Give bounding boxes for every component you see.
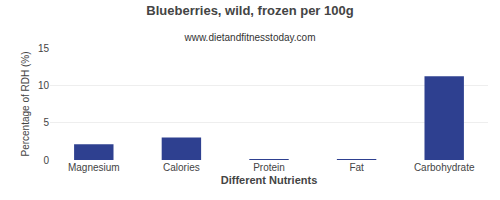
svg-text:Percentage of RDH (%): Percentage of RDH (%) (20, 51, 31, 156)
svg-text:Fat: Fat (349, 162, 364, 173)
svg-text:0: 0 (43, 155, 49, 166)
svg-text:Different Nutrients: Different Nutrients (221, 174, 318, 186)
svg-text:15: 15 (38, 43, 50, 54)
svg-text:Carbohydrate: Carbohydrate (414, 162, 475, 173)
svg-text:Blueberries, wild, frozen per: Blueberries, wild, frozen per 100g (146, 3, 353, 18)
svg-text:10: 10 (38, 80, 50, 91)
svg-text:Calories: Calories (163, 162, 200, 173)
svg-text:Magnesium: Magnesium (68, 162, 120, 173)
svg-text:5: 5 (43, 117, 49, 128)
svg-text:www.dietandfitnesstoday.com: www.dietandfitnesstoday.com (184, 32, 316, 43)
svg-text:Protein: Protein (253, 162, 285, 173)
